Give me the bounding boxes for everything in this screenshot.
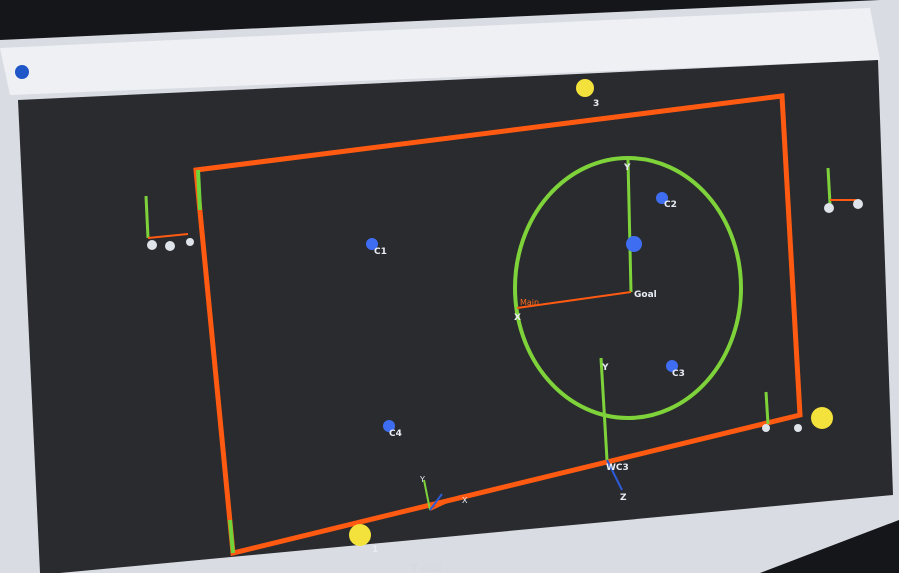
yellow-marker-1-label: 1 bbox=[372, 545, 378, 555]
blue-marker-c2-label: C2 bbox=[664, 200, 677, 210]
circle-y-label: Y bbox=[623, 163, 631, 173]
orange-boundary bbox=[193, 93, 803, 557]
caption-text: ff and bbox=[410, 561, 442, 573]
window-titlebar[interactable] bbox=[0, 8, 880, 95]
target-circle bbox=[513, 156, 743, 420]
yellow-marker-3[interactable] bbox=[576, 79, 594, 97]
yellow-marker-right[interactable] bbox=[811, 407, 833, 429]
blue-marker-c3-label: C3 bbox=[672, 369, 685, 379]
blue-marker-center[interactable] bbox=[626, 236, 642, 252]
goal-label: Goal bbox=[634, 290, 657, 300]
circle-x-label: X bbox=[514, 313, 521, 323]
wc-y-axis bbox=[599, 357, 609, 461]
blue-marker-c1-label: C1 bbox=[374, 247, 387, 257]
wc-z-label: Z bbox=[620, 493, 627, 503]
wc-label: WC3 bbox=[606, 463, 629, 473]
bottom-x-label: X bbox=[462, 496, 468, 505]
wc-y-label: Y bbox=[601, 363, 609, 373]
blue-marker-c4[interactable] bbox=[383, 420, 395, 432]
blue-marker-c4-label: C4 bbox=[389, 429, 402, 439]
blue-marker-c2[interactable] bbox=[656, 192, 668, 204]
app-circle-icon bbox=[15, 65, 29, 79]
bottom-y-label: Y bbox=[419, 475, 425, 484]
blue-marker-c3[interactable] bbox=[666, 360, 678, 372]
circle-x-axis bbox=[516, 291, 632, 309]
yellow-marker-3-label: 3 bbox=[593, 99, 599, 109]
circle-axis-label: Main bbox=[520, 298, 539, 307]
circle-y-axis bbox=[626, 159, 633, 293]
wc-z-axis bbox=[606, 459, 623, 491]
yellow-marker-1[interactable] bbox=[349, 524, 371, 546]
blue-marker-c1[interactable] bbox=[366, 238, 378, 250]
